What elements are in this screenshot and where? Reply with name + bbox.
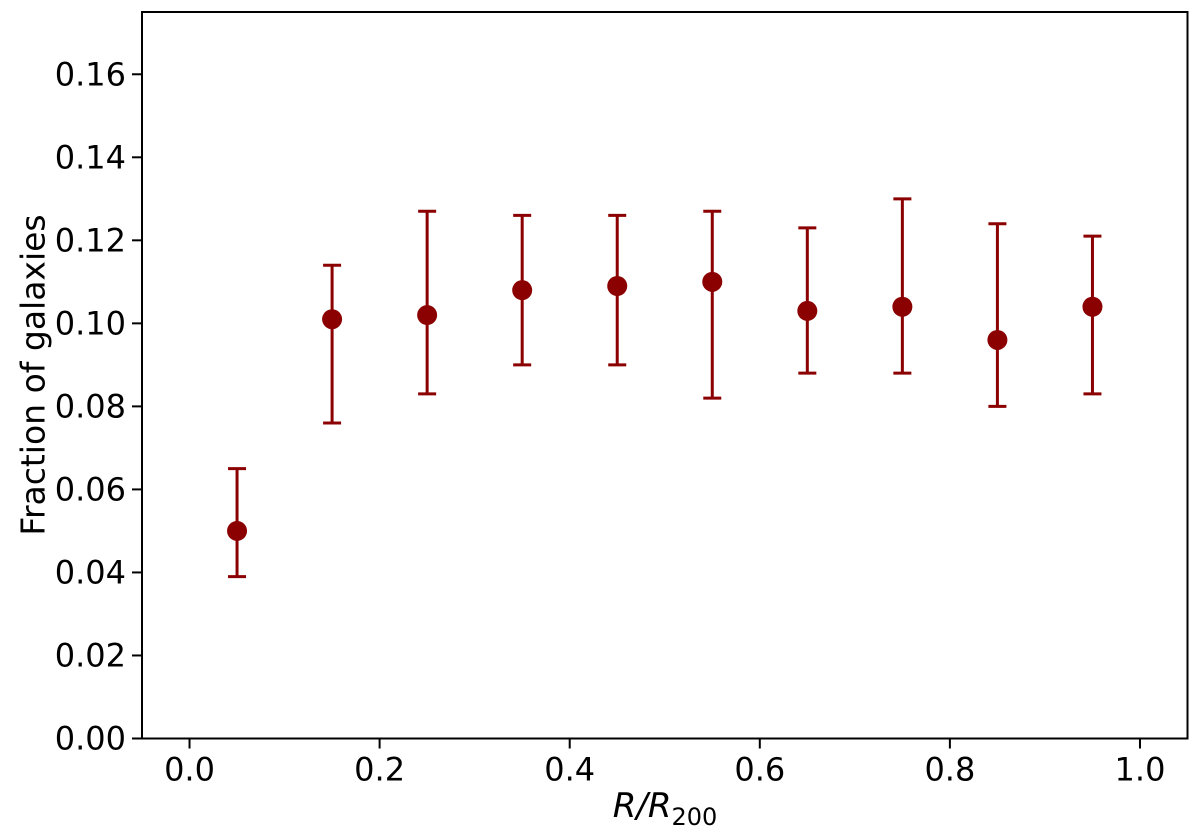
- data-point-marker: [417, 305, 438, 326]
- x-tick-label: 0.2: [354, 751, 405, 789]
- data-point-marker: [797, 300, 818, 321]
- y-tick-label: 0.00: [55, 720, 126, 758]
- x-tick-label: 0.0: [164, 751, 215, 789]
- y-tick-label: 0.12: [55, 221, 126, 259]
- y-tick-label: 0.04: [55, 553, 126, 591]
- data-point-marker: [1082, 296, 1103, 317]
- data-point-marker: [227, 520, 248, 541]
- data-point-marker: [892, 296, 913, 317]
- plot-border: [141, 11, 1189, 740]
- y-axis-label: Fraction of galaxies: [13, 214, 53, 536]
- y-tick-label: 0.16: [55, 55, 126, 93]
- y-tick-label: 0.06: [55, 470, 126, 508]
- data-point-marker: [987, 329, 1008, 350]
- y-tick-label: 0.02: [55, 636, 126, 674]
- x-axis-label-subscript: 200: [671, 802, 718, 831]
- x-tick-label: 0.8: [924, 751, 975, 789]
- data-point-marker: [322, 309, 343, 330]
- x-tick-label: 1.0: [1115, 751, 1166, 789]
- x-tick-label: 0.6: [734, 751, 785, 789]
- data-point-marker: [607, 275, 628, 296]
- data-point-marker: [702, 271, 723, 292]
- x-axis-label: R/R200: [142, 786, 1188, 831]
- x-tick-label: 0.4: [544, 751, 595, 789]
- data-point-marker: [512, 280, 533, 301]
- y-tick-label: 0.08: [55, 387, 126, 425]
- x-axis-label-main: R/R: [612, 786, 672, 826]
- y-tick-label: 0.10: [55, 304, 126, 342]
- y-tick-label: 0.14: [55, 138, 126, 176]
